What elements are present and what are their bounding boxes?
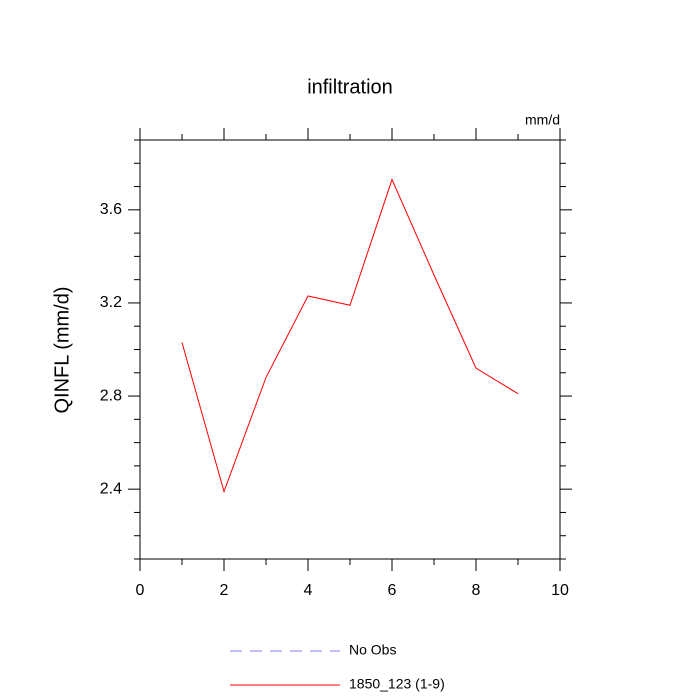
legend-label: 1850_123 (1-9) <box>349 676 445 692</box>
x-tick-label: 6 <box>388 582 397 599</box>
y-tick-label: 3.6 <box>100 201 122 218</box>
legend-label: No Obs <box>349 642 396 658</box>
plot-frame <box>139 139 561 560</box>
y-axis-label: QINFL (mm/d) <box>51 286 73 413</box>
x-tick-label: 4 <box>304 582 313 599</box>
y-tick-label: 3.2 <box>100 294 122 311</box>
y-tick-label: 2.4 <box>100 480 122 497</box>
x-tick-label: 0 <box>136 582 145 599</box>
x-tick-label: 2 <box>220 582 229 599</box>
x-tick-label: 8 <box>472 582 481 599</box>
chart-title: infiltration <box>307 76 393 98</box>
units-label: mm/d <box>525 112 560 128</box>
y-tick-label: 2.8 <box>100 387 122 404</box>
series-line <box>181 178 519 494</box>
x-tick-label: 10 <box>551 582 569 599</box>
